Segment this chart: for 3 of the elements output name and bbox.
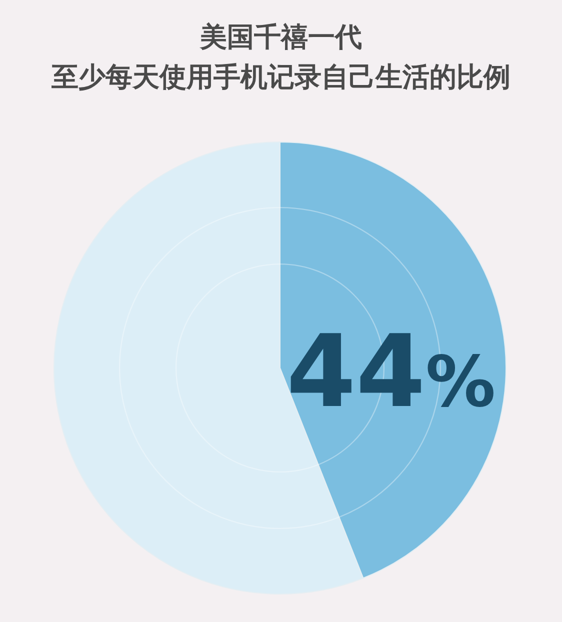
- chart-subtitle: 至少每天使用手机记录自己生活的比例: [50, 62, 510, 93]
- data-label: 44%: [286, 313, 496, 430]
- chart-title: 美国千禧一代: [199, 22, 362, 53]
